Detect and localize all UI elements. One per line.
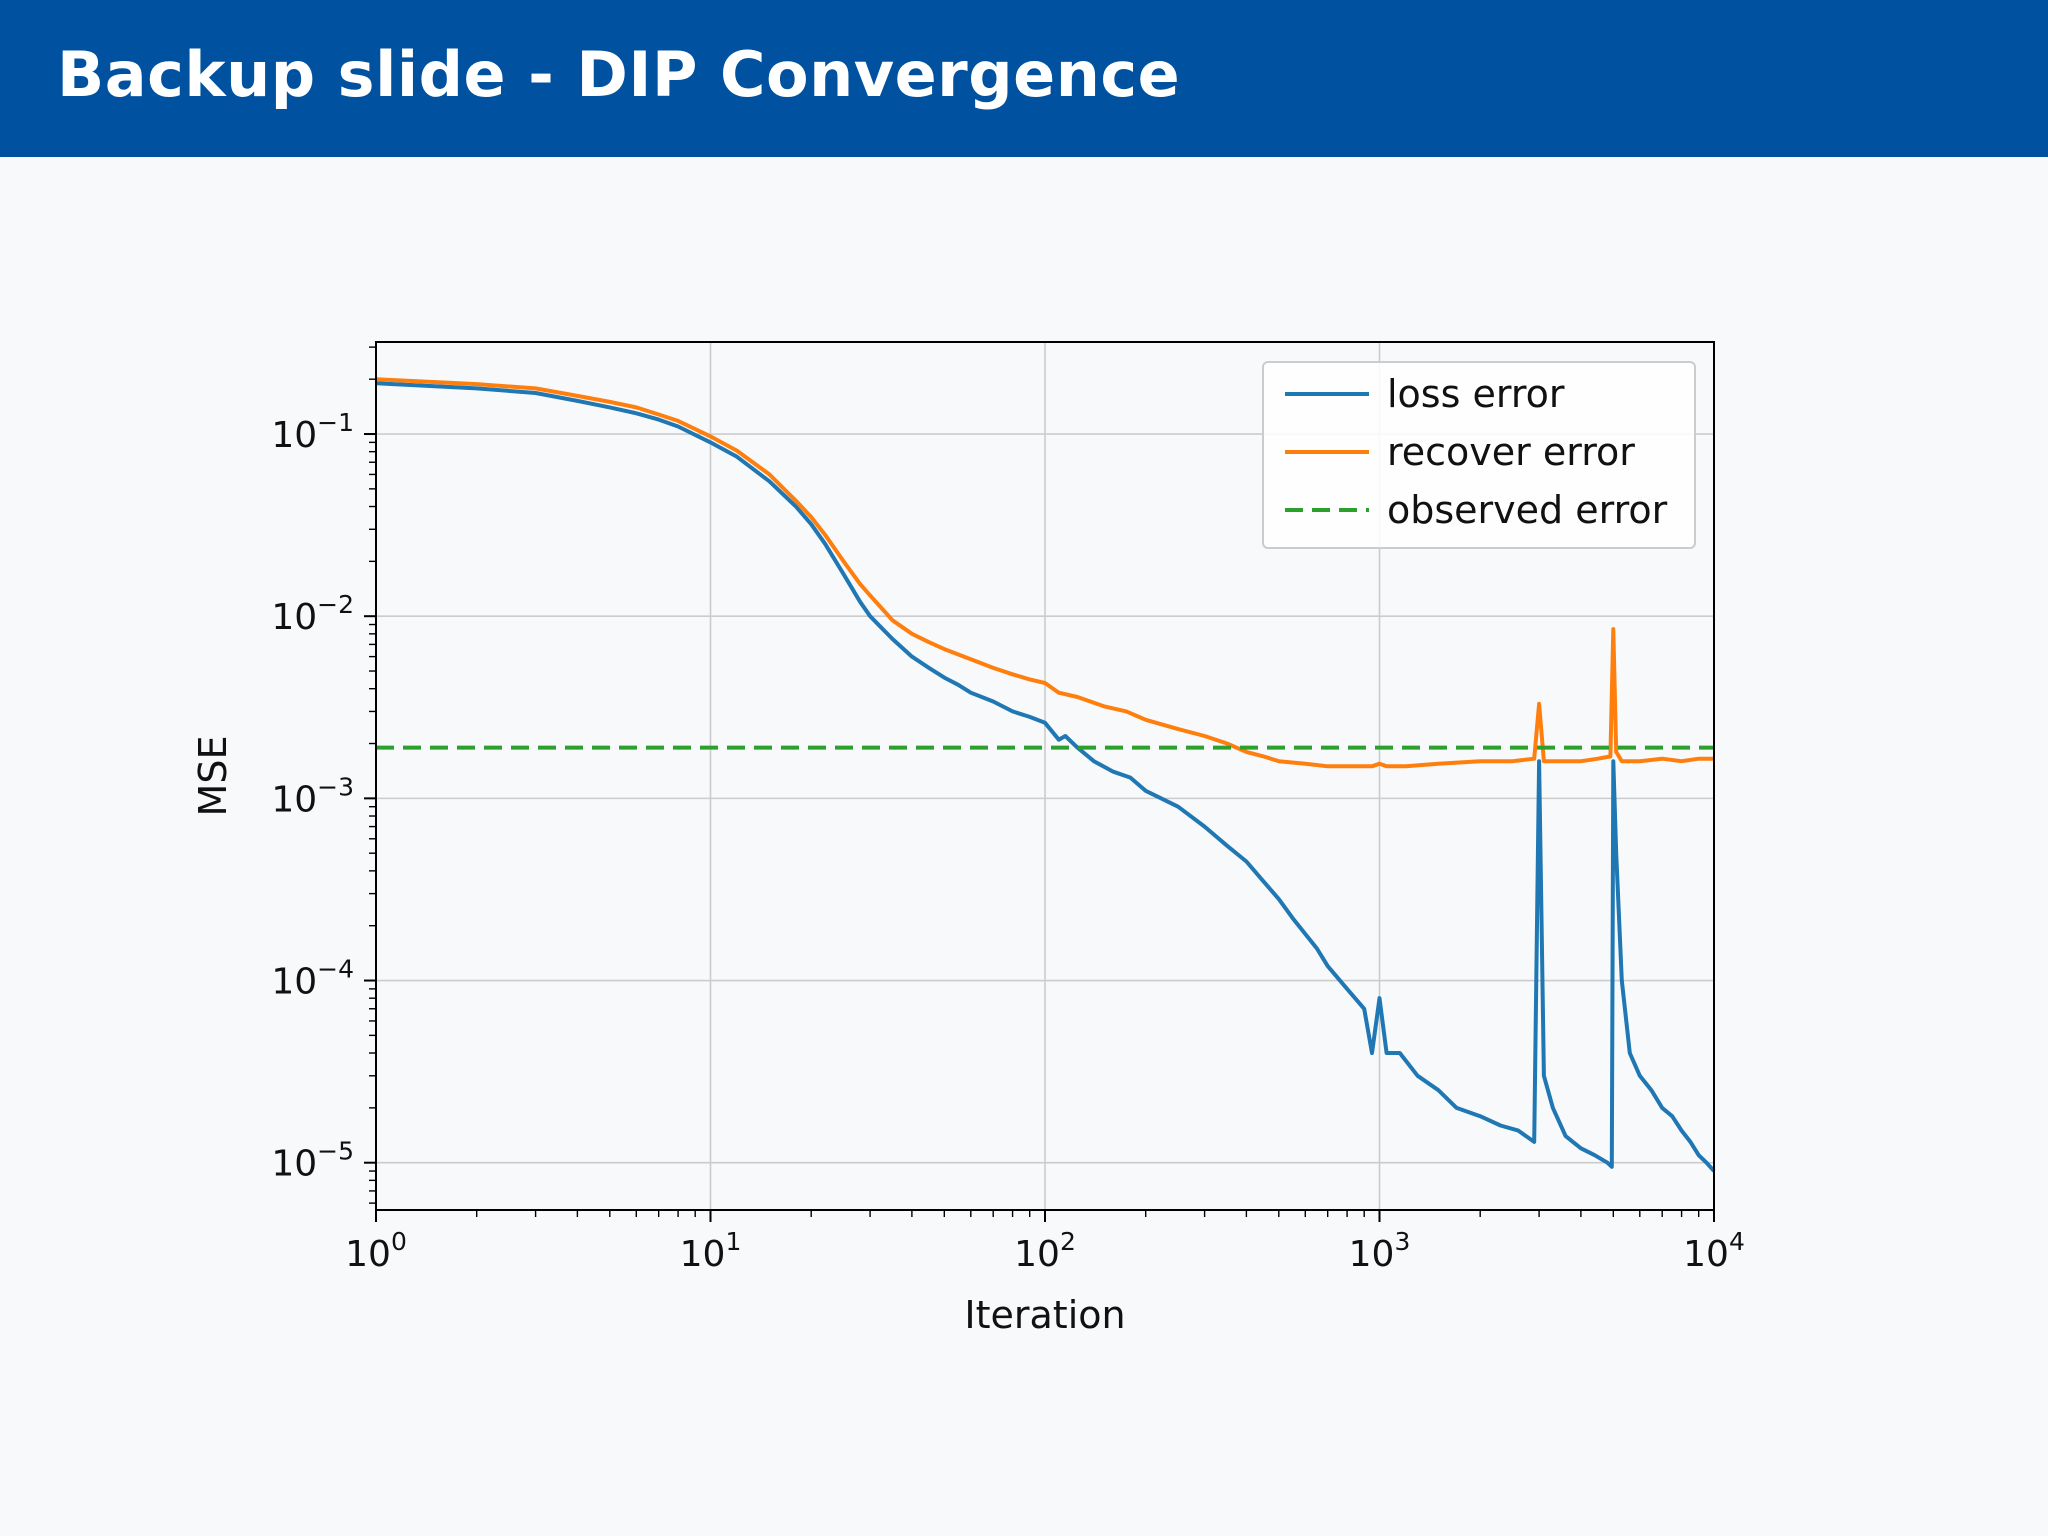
x-tick-label: 100 bbox=[345, 1227, 407, 1275]
y-axis-label: MSE bbox=[191, 736, 235, 817]
y-tick-label: 10−5 bbox=[271, 1137, 354, 1185]
x-tick-label: 101 bbox=[680, 1227, 742, 1275]
tick-labels: 100 101 102 103 104 10−1 10−2 10−3 10−4 10−5 bbox=[271, 408, 1745, 1275]
slide-title: Backup slide - DIP Convergence bbox=[57, 38, 1181, 111]
legend: loss error recover error observed error bbox=[1262, 361, 1696, 549]
y-tick-label: 10−4 bbox=[271, 955, 354, 1003]
series-line-recover-error bbox=[375, 377, 1714, 769]
major-ticks bbox=[364, 433, 1715, 1222]
x-tick-label: 102 bbox=[1014, 1227, 1076, 1275]
series-line-loss-error bbox=[375, 381, 1716, 1173]
y-tick-label: 10−3 bbox=[271, 772, 354, 820]
x-tick-label: 103 bbox=[1349, 1227, 1411, 1275]
legend-label: recover error bbox=[1387, 430, 1635, 474]
legend-label: loss error bbox=[1387, 372, 1565, 416]
legend-label: observed error bbox=[1387, 488, 1668, 532]
y-tick-label: 10−2 bbox=[271, 590, 354, 638]
minor-ticks bbox=[369, 346, 1700, 1217]
y-tick-label: 10−1 bbox=[271, 408, 354, 456]
series-layer bbox=[375, 377, 1716, 1173]
legend-box bbox=[1262, 361, 1696, 549]
x-tick-label: 104 bbox=[1683, 1227, 1745, 1275]
slide-header: Backup slide - DIP Convergence bbox=[0, 0, 2048, 157]
x-axis-label: Iteration bbox=[964, 1293, 1125, 1337]
